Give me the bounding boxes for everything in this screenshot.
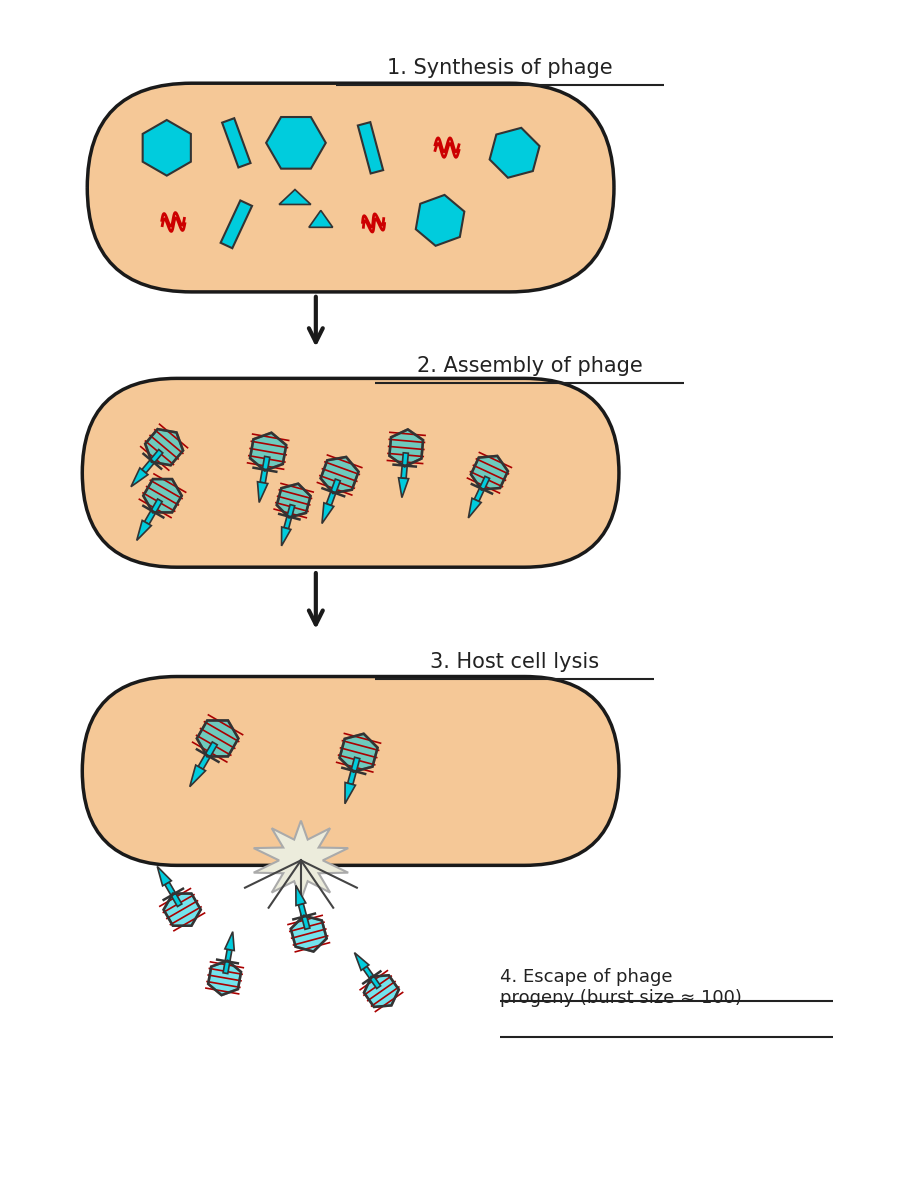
Polygon shape bbox=[320, 457, 358, 493]
Bar bbox=[145, 499, 162, 524]
Polygon shape bbox=[197, 720, 238, 756]
Bar bbox=[358, 122, 383, 174]
Polygon shape bbox=[145, 430, 183, 466]
Polygon shape bbox=[309, 210, 333, 227]
Polygon shape bbox=[416, 194, 464, 246]
Polygon shape bbox=[158, 866, 171, 886]
Polygon shape bbox=[143, 120, 191, 175]
Polygon shape bbox=[266, 118, 326, 169]
Text: 4. Escape of phage
progeny (burst size ≈ 100): 4. Escape of phage progeny (burst size ≈… bbox=[500, 968, 742, 1007]
FancyBboxPatch shape bbox=[87, 83, 614, 292]
Bar bbox=[299, 904, 310, 929]
Polygon shape bbox=[164, 894, 201, 925]
Polygon shape bbox=[345, 782, 356, 804]
Bar bbox=[260, 456, 270, 484]
Bar bbox=[142, 450, 163, 473]
Text: 2. Assembly of phage: 2. Assembly of phage bbox=[417, 356, 643, 377]
Bar bbox=[401, 452, 409, 479]
Polygon shape bbox=[254, 821, 348, 900]
Polygon shape bbox=[250, 433, 286, 470]
Polygon shape bbox=[143, 479, 182, 512]
Polygon shape bbox=[257, 481, 268, 503]
Text: 3. Host cell lysis: 3. Host cell lysis bbox=[430, 652, 599, 672]
Bar bbox=[198, 742, 217, 769]
Polygon shape bbox=[208, 961, 241, 995]
Bar bbox=[363, 966, 381, 989]
Polygon shape bbox=[322, 503, 334, 523]
FancyBboxPatch shape bbox=[82, 677, 619, 865]
Polygon shape bbox=[364, 976, 399, 1007]
Polygon shape bbox=[279, 190, 310, 204]
Bar bbox=[347, 757, 360, 785]
Polygon shape bbox=[296, 886, 306, 906]
Polygon shape bbox=[137, 521, 151, 540]
Polygon shape bbox=[339, 733, 378, 772]
Bar bbox=[474, 476, 490, 502]
Polygon shape bbox=[282, 527, 291, 546]
Bar bbox=[165, 882, 182, 906]
Polygon shape bbox=[277, 484, 310, 517]
Polygon shape bbox=[131, 468, 148, 487]
Polygon shape bbox=[390, 430, 423, 467]
Polygon shape bbox=[225, 931, 234, 950]
Bar bbox=[284, 504, 294, 529]
Bar bbox=[220, 200, 252, 248]
FancyBboxPatch shape bbox=[82, 378, 619, 568]
Polygon shape bbox=[490, 128, 540, 178]
Polygon shape bbox=[355, 953, 369, 971]
Bar bbox=[223, 949, 232, 973]
Polygon shape bbox=[399, 478, 409, 498]
Bar bbox=[327, 479, 340, 505]
Polygon shape bbox=[190, 766, 205, 787]
Polygon shape bbox=[471, 456, 508, 490]
Bar bbox=[222, 119, 250, 168]
Polygon shape bbox=[468, 498, 482, 518]
Text: 1. Synthesis of phage: 1. Synthesis of phage bbox=[387, 59, 613, 78]
Polygon shape bbox=[291, 916, 327, 952]
